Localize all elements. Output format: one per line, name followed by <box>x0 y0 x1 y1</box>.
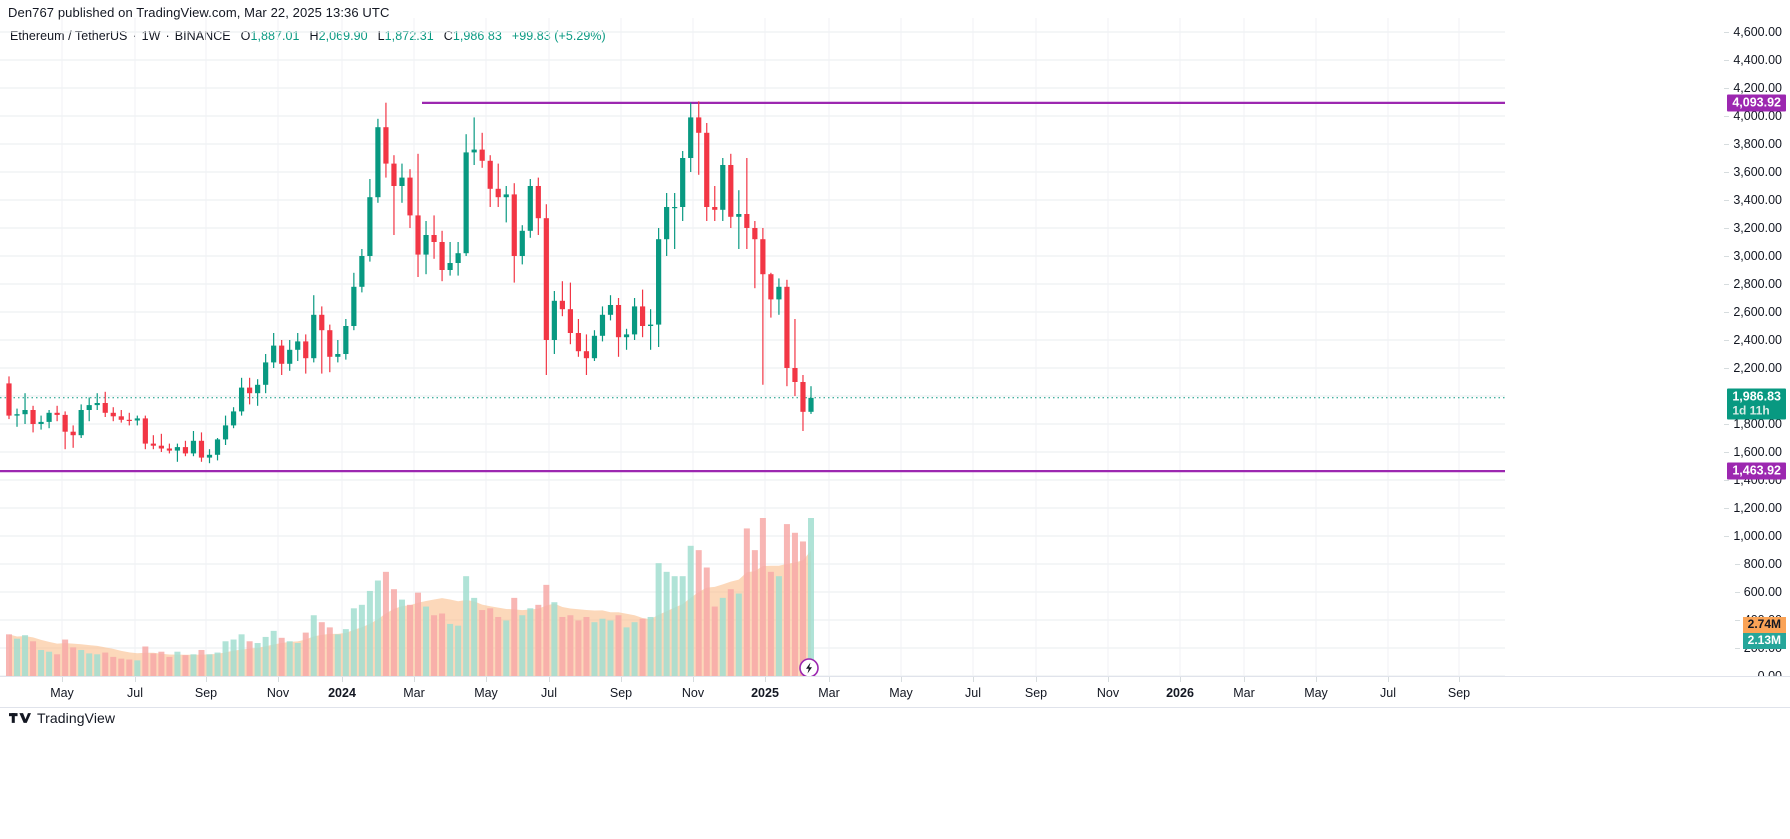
legend-sep-2: · <box>165 29 170 43</box>
time-axis-tick: Jul <box>541 686 557 700</box>
price-plot-area[interactable] <box>0 18 1505 518</box>
time-axis-tick: Sep <box>1024 686 1048 700</box>
current-price-badge[interactable]: 1,986.83 1d 11h <box>1727 388 1786 420</box>
price-axis-tick: 1,000.00 <box>1724 529 1782 543</box>
time-axis-tick: 2024 <box>328 686 356 700</box>
time-axis-tick: 2026 <box>1166 686 1194 700</box>
price-axis-tick: 4,400.00 <box>1724 53 1782 67</box>
time-axis[interactable]: May Jul Sep Nov 2024 Mar May Jul Sep Nov 2025 Mar Ma… <box>0 676 1790 708</box>
time-axis-tick: Sep <box>194 686 218 700</box>
volume-current-badge[interactable]: 2.13M <box>1742 633 1786 650</box>
time-axis-tick: May <box>1304 686 1328 700</box>
time-axis-tick: May <box>474 686 498 700</box>
time-axis-tick: May <box>889 686 913 700</box>
price-axis-tick: 4,200.00 <box>1724 81 1782 95</box>
price-axis-tick: 3,200.00 <box>1724 221 1782 235</box>
time-axis-tick: May <box>50 686 74 700</box>
price-axis-tick: 3,800.00 <box>1724 137 1782 151</box>
time-axis-tick: Jul <box>965 686 981 700</box>
price-axis-tick: 3,400.00 <box>1724 193 1782 207</box>
time-axis-tick: Mar <box>403 686 425 700</box>
price-axis-tick: 2,600.00 <box>1724 305 1782 319</box>
price-axis-tick: 1,200.00 <box>1724 501 1782 515</box>
legend-high-label: H <box>309 29 319 43</box>
time-axis-tick: Nov <box>681 686 705 700</box>
tradingview-logo-icon <box>9 713 31 723</box>
price-pane[interactable] <box>0 18 1790 518</box>
legend-close-label: C <box>443 29 453 43</box>
price-axis-tick: 2,200.00 <box>1724 361 1782 375</box>
volume-axis-badges: 2.74M 2.13M <box>1742 617 1786 650</box>
price-axis-tick: 1,600.00 <box>1724 445 1782 459</box>
price-axis-tick: 2,400.00 <box>1724 333 1782 347</box>
volume-ma-badge[interactable]: 2.74M <box>1742 617 1786 634</box>
price-axis-tick: 4,000.00 <box>1724 109 1782 123</box>
time-axis-tick: Nov <box>266 686 290 700</box>
tradingview-brand-label: TradingView <box>37 710 116 726</box>
time-axis-tick: Jul <box>127 686 143 700</box>
price-axis-tick: 3,000.00 <box>1724 249 1782 263</box>
time-axis-tick: Mar <box>1233 686 1255 700</box>
bar-countdown: 1d 11h <box>1732 403 1770 418</box>
price-axis-tick: 600.00 <box>1734 585 1782 599</box>
resistance-price-badge[interactable]: 4,093.92 <box>1727 94 1786 112</box>
time-axis-tick: Nov <box>1096 686 1120 700</box>
price-axis-tick: 4,600.00 <box>1724 25 1782 39</box>
time-axis-tick: Jul <box>1380 686 1396 700</box>
tradingview-footer: TradingView <box>9 710 115 726</box>
price-axis[interactable]: 4,600.00 4,400.00 4,200.00 4,000.00 3,800.00… <box>1505 18 1790 683</box>
legend-open-label: O <box>240 29 251 43</box>
price-axis-tick: 3,600.00 <box>1724 165 1782 179</box>
legend-low-label: L <box>377 29 385 43</box>
price-axis-tick: 800.00 <box>1734 557 1782 571</box>
price-axis-tick: 1,800.00 <box>1724 417 1782 431</box>
volume-plot-area[interactable] <box>0 518 1505 676</box>
support-price-badge[interactable]: 1,463.92 <box>1727 462 1786 480</box>
price-candles-svg <box>0 18 1505 518</box>
attribution-text: Den767 published on TradingView.com, Mar… <box>8 5 390 20</box>
current-price-value: 1,986.83 <box>1732 389 1781 404</box>
volume-histogram-svg <box>0 518 1505 676</box>
time-axis-tick: 2025 <box>751 686 779 700</box>
price-axis-tick: 2,800.00 <box>1724 277 1782 291</box>
time-axis-tick: Sep <box>1447 686 1471 700</box>
time-axis-tick: Mar <box>818 686 840 700</box>
volume-pane[interactable] <box>0 518 1790 676</box>
time-axis-tick: Sep <box>609 686 633 700</box>
